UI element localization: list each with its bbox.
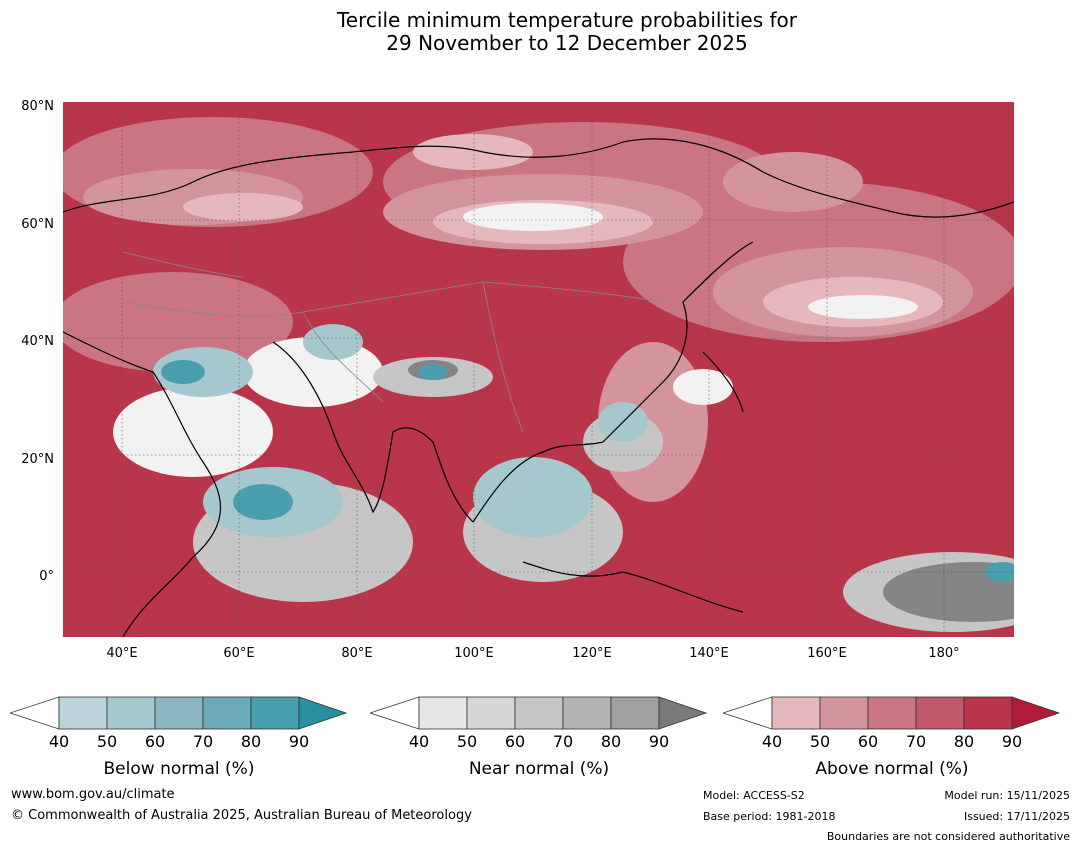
legend-tick: 60	[857, 732, 879, 751]
lat-label-40n: 40°N	[21, 334, 54, 349]
lat-label-60n: 60°N	[21, 217, 54, 232]
colorbar-segment	[250, 696, 300, 730]
legend-tick: 90	[1001, 732, 1023, 751]
title-line-1: Tercile minimum temperature probabilitie…	[336, 8, 798, 32]
colorbar-above-high-end	[1011, 696, 1061, 730]
legend-tick: 50	[96, 732, 118, 751]
colorbar-near-normal	[370, 696, 708, 730]
legend-above-normal: 40 50 60 70 80 90 Above normal (%)	[723, 690, 1061, 790]
colorbar-near-high-end	[658, 696, 708, 730]
legend-tick: 70	[192, 732, 214, 751]
lat-label-80n: 80°N	[21, 99, 54, 114]
colorbar-near-low-end	[370, 696, 420, 730]
lon-label-60e: 60°E	[223, 646, 255, 661]
lat-label-20n: 20°N	[21, 452, 54, 467]
legend-tick: 40	[408, 732, 430, 751]
colorbar-above-normal	[723, 696, 1061, 730]
legend-tick: 80	[600, 732, 622, 751]
legend-caption-below: Below normal (%)	[103, 759, 255, 779]
colorbar-segment	[514, 696, 564, 730]
colorbar-segment	[771, 696, 821, 730]
colorbar-segment	[963, 696, 1013, 730]
lon-label-40e: 40°E	[106, 646, 138, 661]
map-gridlines	[63, 102, 1014, 637]
colorbar-segment	[819, 696, 869, 730]
colorbar-segment	[466, 696, 516, 730]
colorbar-segment	[106, 696, 156, 730]
legend-caption-near: Near normal (%)	[468, 759, 610, 779]
colorbar-below-low-end	[10, 696, 60, 730]
footer-model-run: Model run: 15/11/2025	[944, 789, 1070, 802]
legend-tick: 70	[905, 732, 927, 751]
colorbar-above-low-end	[723, 696, 773, 730]
colorbar-segment	[202, 696, 252, 730]
lon-label-160e: 160°E	[807, 646, 847, 661]
legend-tick: 70	[552, 732, 574, 751]
colorbar-segment	[915, 696, 965, 730]
legend-caption-above: Above normal (%)	[815, 759, 969, 779]
colorbar-below-normal	[10, 696, 348, 730]
legend-tick: 80	[240, 732, 262, 751]
footer-model: Model: ACCESS-S2	[703, 789, 805, 802]
map-title: Tercile minimum temperature probabilitie…	[0, 9, 1081, 55]
legend-below-normal: 40 50 60 70 80 90 Below normal (%)	[10, 690, 348, 790]
colorbar-segment	[562, 696, 612, 730]
footer-boundaries-note: Boundaries are not considered authoritat…	[826, 830, 1070, 843]
legend-tick: 50	[456, 732, 478, 751]
legend-tick: 50	[809, 732, 831, 751]
legend-tick: 60	[504, 732, 526, 751]
lon-label-180: 180°	[928, 646, 960, 661]
lon-label-120e: 120°E	[572, 646, 612, 661]
footer-copyright: © Commonwealth of Australia 2025, Austra…	[11, 808, 472, 823]
lat-label-0: 0°	[39, 569, 54, 584]
title-line-2: 29 November to 12 December 2025	[386, 31, 748, 55]
footer-issued: Issued: 17/11/2025	[963, 810, 1070, 823]
legend-near-normal: 40 50 60 70 80 90 Near normal (%)	[370, 690, 708, 790]
footer-website-link[interactable]: www.bom.gov.au/climate	[11, 787, 175, 802]
legend-tick: 40	[761, 732, 783, 751]
colorbar-segment	[610, 696, 660, 730]
legend-tick: 40	[48, 732, 70, 751]
lon-label-140e: 140°E	[689, 646, 729, 661]
colorbar-segment	[154, 696, 204, 730]
coastlines	[63, 138, 1014, 637]
colorbar-below-high-end	[298, 696, 348, 730]
legend-tick: 60	[144, 732, 166, 751]
legend-tick: 90	[648, 732, 670, 751]
colorbar-segment	[58, 696, 108, 730]
colorbar-segment	[867, 696, 917, 730]
footer-base-period: Base period: 1981-2018	[703, 810, 836, 823]
colorbar-segment	[418, 696, 468, 730]
lon-label-100e: 100°E	[454, 646, 494, 661]
country-borders	[122, 251, 664, 433]
probability-map	[63, 102, 1014, 637]
legend-tick: 90	[288, 732, 310, 751]
legend-tick: 80	[953, 732, 975, 751]
lon-label-80e: 80°E	[341, 646, 373, 661]
